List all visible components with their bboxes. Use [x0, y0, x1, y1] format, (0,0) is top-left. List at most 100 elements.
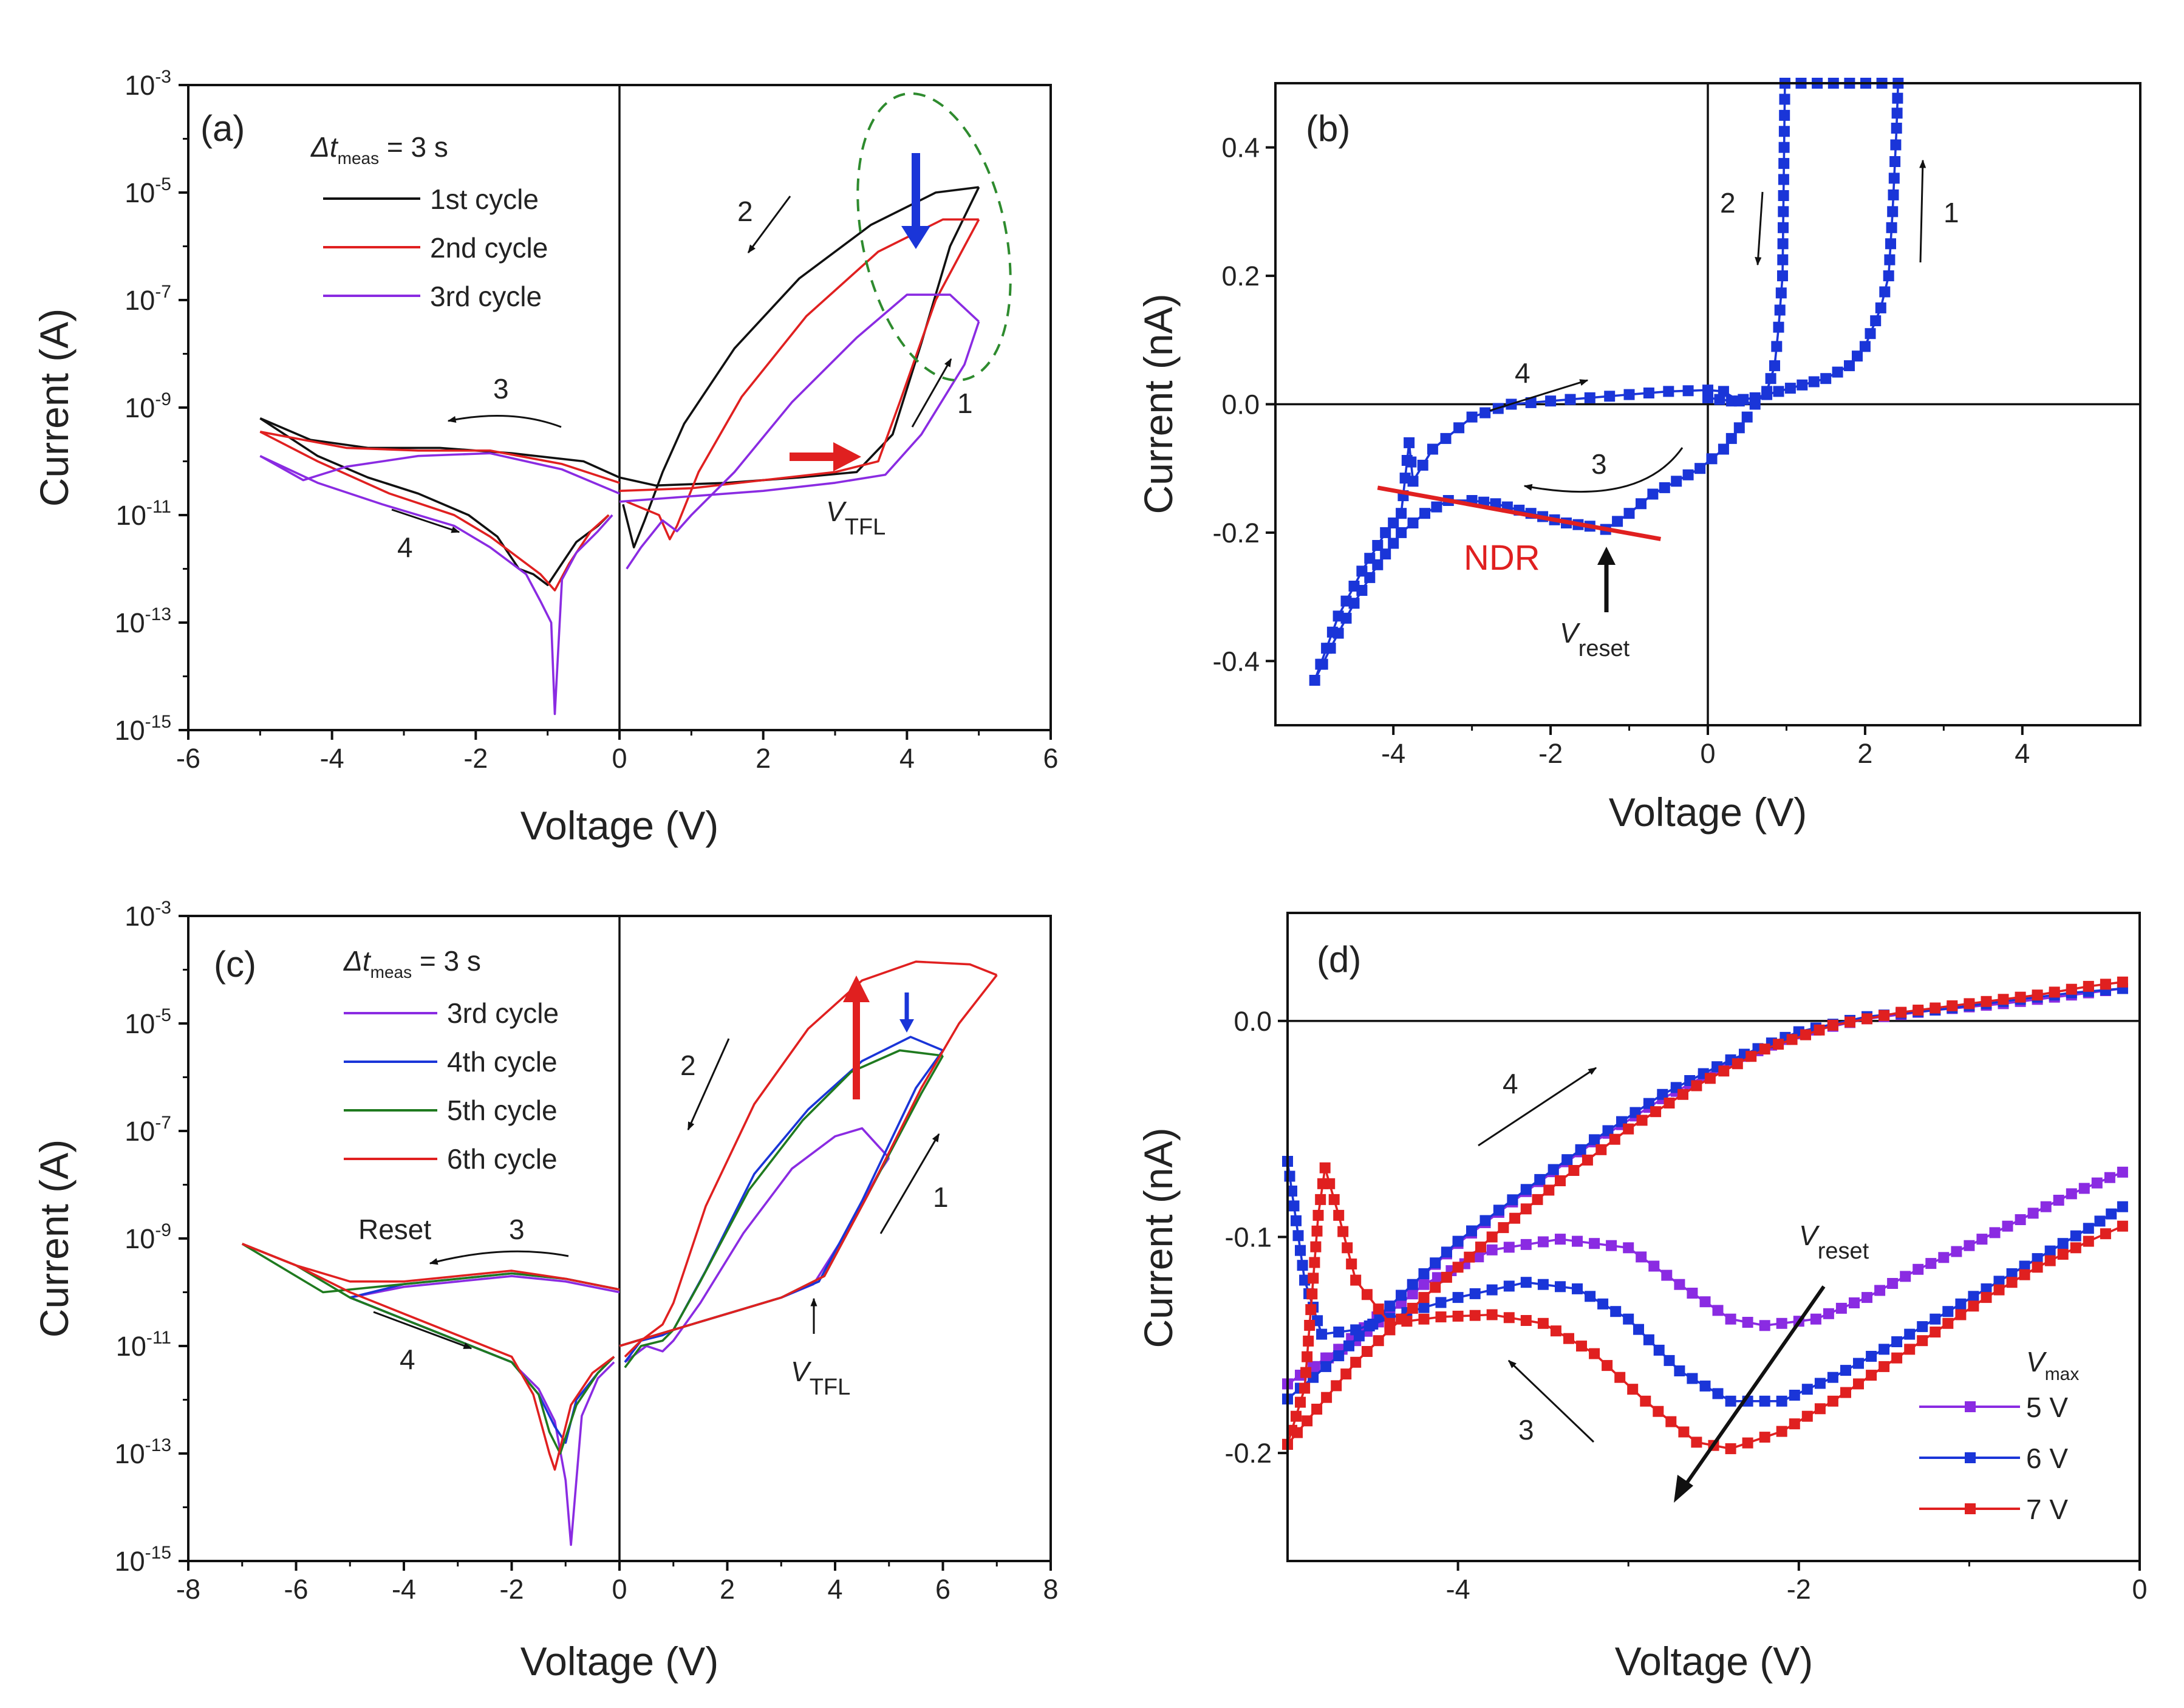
panel-b-series-i-v-sweep-point: [1885, 238, 1896, 250]
panel-b-series-i-v-sweep-point: [1741, 411, 1753, 423]
panel-b-ytick-label: -0.4: [1212, 646, 1260, 677]
panel-d-series-5-v-point: [1606, 1240, 1617, 1251]
panel-d-series-6-v-point: [1407, 1279, 1418, 1290]
panel-b-series-i-v-sweep-point: [1808, 376, 1820, 388]
panel-d-series-6-v-point: [1840, 1365, 1851, 1376]
panel-d-series-6-v-point: [1602, 1125, 1614, 1136]
panel-a-xtick-label: -2: [463, 743, 488, 774]
panel-c-arrow-sweep-3: [429, 1250, 569, 1265]
panel-d-series-5-v-point: [1810, 1313, 1821, 1325]
panel-b-series-i-v-sweep-point: [1820, 373, 1832, 384]
panel-d-label: (d): [1317, 939, 1361, 980]
panel-d-series-5-v-point: [1407, 1288, 1418, 1300]
panel-d-series-7-v-point: [1589, 1348, 1600, 1359]
panel-d-series-7-v-point: [1384, 1324, 1396, 1336]
panel-d-series-7-v-point: [1576, 1341, 1587, 1352]
panel-d-series-6-v-point: [1814, 1378, 1826, 1389]
panel-d-xtick-label: -4: [1446, 1574, 1470, 1605]
panel-b-series-i-v-sweep-point: [1889, 156, 1901, 167]
panel-d-series-6-v-point: [1520, 1184, 1532, 1195]
panel-d-series-7-v-point: [1537, 1317, 1549, 1329]
panel-b-series-i-v-sweep-point: [1419, 508, 1430, 519]
panel-d-series-5-v-point: [1486, 1244, 1498, 1255]
panel-d-series-7-v-point: [1396, 1313, 1407, 1325]
panel-b-series-i-v-sweep-point: [1777, 270, 1788, 282]
panel-c-series-4th-cycle-forward-up: [619, 1050, 944, 1347]
panel-d-series-5-v-point: [1862, 1292, 1872, 1303]
panel-d-legend-label-2: 6 V: [2026, 1443, 2068, 1474]
panel-d-series-6-v-point: [1789, 1390, 1800, 1401]
panel-c-legend-label-4: 6th cycle: [447, 1143, 558, 1175]
panel-b-xtick-label: -4: [1381, 738, 1405, 769]
panel-d-series-6-v-point: [1853, 1358, 1864, 1369]
panel-d-legend-marker-2: [1965, 1452, 1976, 1463]
panel-d-series-6-v-point: [2083, 1223, 2094, 1234]
panel-d-series-6-v-point: [2032, 1253, 2043, 1265]
panel-d-series-5-v-upper-line: [1286, 987, 2123, 1385]
panel-d-series-6-v-point: [1418, 1268, 1430, 1279]
panel-d-series-7-v-point: [1853, 1378, 1864, 1390]
panel-a-curves: [259, 85, 980, 730]
panel-d-legend-label-1: 5 V: [2026, 1392, 2068, 1423]
panel-d-series-5-v-point: [2002, 1220, 2013, 1232]
panel-d-series-7-v-point: [1324, 1178, 1336, 1189]
panel-d-series-6-v-point: [1493, 1204, 1504, 1216]
panel-d-series-7-v-point: [2083, 980, 2094, 992]
panel-b-arrow-sweep-1: [1919, 159, 1926, 263]
panel-a-xtick-label: 4: [899, 743, 915, 774]
panel-d-series-6-v-point: [1759, 1395, 1770, 1407]
panel-b-series-i-v-sweep-point: [1765, 373, 1776, 384]
panel-d-series-5-v-point: [2040, 1201, 2052, 1212]
panel-d-series-6-v-point: [1866, 1351, 1877, 1362]
panel-d-series-7-v-point: [1930, 1327, 1941, 1337]
panel-c-ylabel: Current (A): [32, 1139, 77, 1337]
panel-b-series-i-v-sweep-point: [1694, 463, 1706, 474]
panel-d-series-5-v-point: [1900, 1271, 1911, 1282]
panel-d-series-6-v-point: [2044, 1245, 2056, 1257]
panel-d-ytick-label: 0.0: [1234, 1006, 1272, 1037]
panel-d-series-6-v-point: [1589, 1134, 1600, 1146]
panel-d-series-5-v-point: [1572, 1235, 1583, 1247]
panel-d-series-7-v-point: [1435, 1311, 1447, 1323]
panel-d-series-7-v-point: [1595, 1144, 1607, 1155]
panel-d-series-7-v-point: [1321, 1392, 1333, 1403]
panel-b-series-i-v-sweep-point: [1466, 411, 1478, 423]
panel-d-series-7-v-point: [2100, 979, 2111, 990]
panel-d-series-7-v-point: [1650, 1106, 1662, 1118]
panel-d-series-7-v-point: [1866, 1370, 1877, 1381]
panel-d-series-6-v-point: [1288, 1200, 1300, 1212]
panel-d-xlabel: Voltage (V): [1615, 1639, 1814, 1684]
panel-d-series-6-v-point: [1597, 1298, 1609, 1310]
panel-d-series-7-v-point: [2015, 991, 2026, 1003]
panel-d-series-7-v-point: [1319, 1162, 1331, 1173]
panel-d-series-5-v-point: [1648, 1260, 1660, 1272]
panel-d-series-7-v-point: [1346, 1259, 1357, 1269]
panel-c-sweep-4: 4: [400, 1344, 415, 1375]
panel-c-xtick-label: 8: [1043, 1574, 1058, 1605]
panel-b-series-i-v-sweep-point: [1356, 585, 1368, 596]
panel-d-series-6-v-point: [2070, 1230, 2081, 1242]
panel-d-series-7-v-point: [1555, 1175, 1566, 1186]
panel-c-series-4th-cycle-neg-back: [349, 1296, 615, 1444]
panel-b-series-i-v-sweep-point: [1778, 206, 1789, 217]
panel-d-series-7-v-point: [1300, 1367, 1312, 1378]
panel-d-series-7-v-point: [1678, 1426, 1690, 1438]
panel-b-series-i-v-sweep-point: [1891, 123, 1902, 134]
panel-d-series-7-v-point: [1486, 1231, 1498, 1243]
panel-a-series-1st-cycle-neg-back: [259, 417, 610, 586]
panel-d-series-7-v-point: [1520, 1203, 1532, 1215]
panel-d-series-6-v-point: [1993, 1276, 2005, 1287]
panel-d-series-7-v-point: [1305, 1304, 1317, 1316]
panel-d-series-6-v-point: [1520, 1277, 1532, 1288]
panel-d-series-5-v-point: [1938, 1252, 1950, 1263]
panel-d-series-7-v-point: [1441, 1271, 1452, 1283]
panel-d-series-6-v-point: [1827, 1372, 1838, 1383]
panel-d-legend-marker-1: [1965, 1401, 1976, 1412]
panel-d-series-7-v-point: [1498, 1222, 1509, 1234]
panel-d-series-6-v-point: [1297, 1260, 1308, 1271]
panel-b-xtick-label: 0: [1700, 738, 1715, 769]
panel-d-series-6-v-point: [1363, 1320, 1375, 1331]
panel-b-series-i-v-sweep-point: [1879, 286, 1891, 298]
panel-b-series-i-v-sweep-point: [1380, 527, 1391, 538]
panel-d-sweep-4: 4: [1503, 1068, 1518, 1099]
